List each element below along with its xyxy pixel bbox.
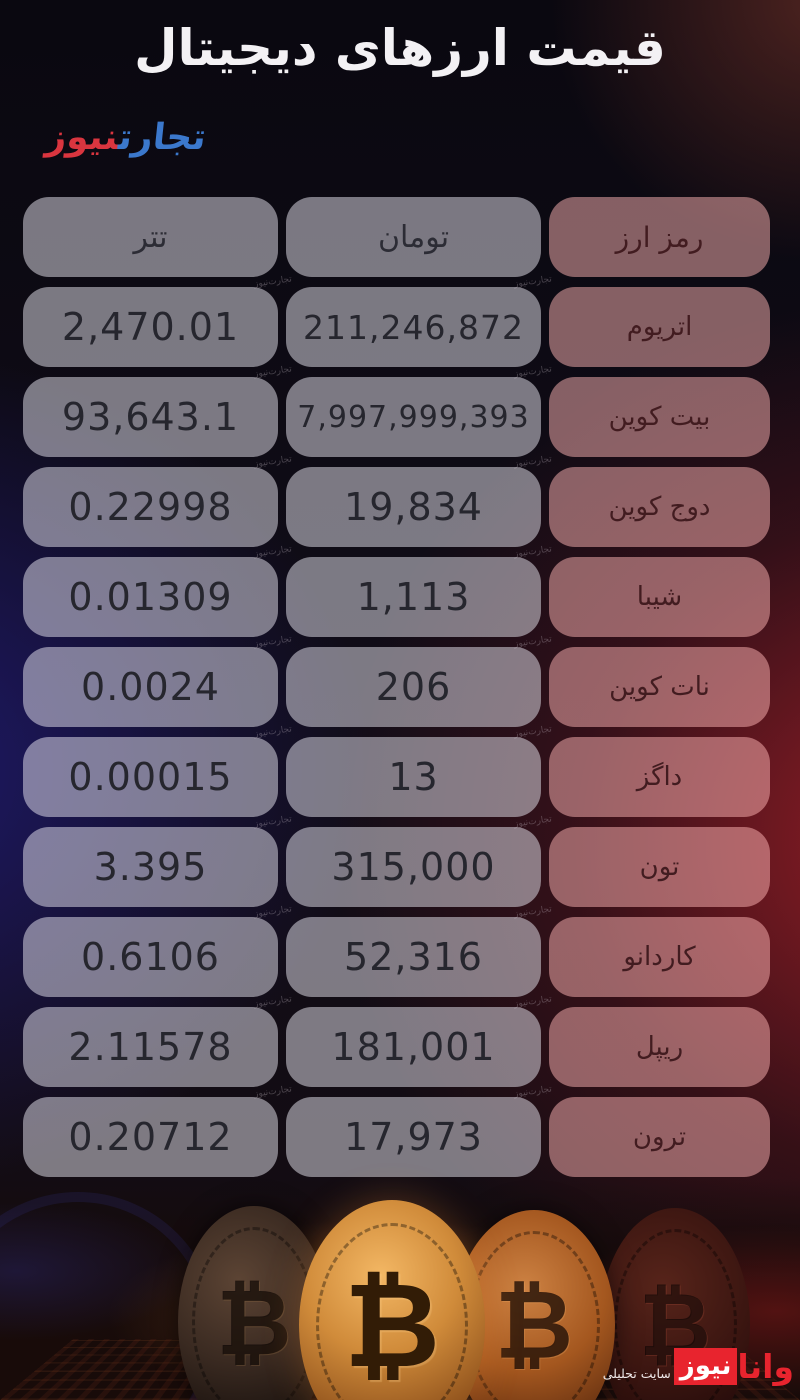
- tether-value-cell: 0.20712: [23, 1097, 278, 1177]
- tether-value-cell: 2.11578: [23, 1007, 278, 1087]
- toman-value-cell: 206: [286, 647, 541, 727]
- logo-part-tejarat: تجارت: [116, 117, 209, 158]
- tether-value-cell: 93,643.1: [23, 377, 278, 457]
- coin-name-cell: ریپل: [549, 1007, 770, 1087]
- tether-value-cell: 0.6106: [23, 917, 278, 997]
- toman-value-cell: 13: [286, 737, 541, 817]
- coin-ring: [467, 1230, 601, 1400]
- coin-name-cell: نات کوین: [549, 647, 770, 727]
- toman-value-cell: 315,000: [286, 827, 541, 907]
- coin-name-cell: اتریوم: [549, 287, 770, 367]
- tether-value-cell: 0.0024: [23, 647, 278, 727]
- tether-value-cell: 0.22998: [23, 467, 278, 547]
- coin-ring: [315, 1222, 469, 1400]
- toman-value-cell: 52,316: [286, 917, 541, 997]
- wananews-tagline: سایت تحلیلی: [602, 1366, 671, 1381]
- coin-name-cell: داگز: [549, 737, 770, 817]
- wananews-watermark: سایت تحلیلی نیوز وانا: [603, 1348, 794, 1385]
- header-toman: تومان: [286, 197, 541, 277]
- coin-ring: [613, 1228, 737, 1400]
- tether-value-cell: 3.395: [23, 827, 278, 907]
- coin-name-cell: بیت کوین: [549, 377, 770, 457]
- page-title: قیمت ارزهای دیجیتال: [134, 19, 666, 77]
- coin-name-cell: تون: [549, 827, 770, 907]
- tether-value-cell: 2,470.01: [23, 287, 278, 367]
- toman-value-cell: 1,113: [286, 557, 541, 637]
- coin-name-cell: دوج کوین: [549, 467, 770, 547]
- coin-name-cell: شیبا: [549, 557, 770, 637]
- header-tether: تتر: [23, 197, 278, 277]
- tether-value-cell: 0.01309: [23, 557, 278, 637]
- bitcoin-coin-gold-icon: ₿: [299, 1200, 485, 1400]
- tejaratnews-logo: تجارتنیوز: [43, 110, 209, 166]
- tether-value-cell: 0.00015: [23, 737, 278, 817]
- toman-value-cell: 181,001: [286, 1007, 541, 1087]
- coin-name-cell: کاردانو: [549, 917, 770, 997]
- coin-name-cell: ترون: [549, 1097, 770, 1177]
- coin-ring: [191, 1226, 317, 1400]
- toman-value-cell: 211,246,872: [286, 287, 541, 367]
- logo-part-news: نیوز: [43, 117, 121, 158]
- wananews-logo-wana: وانا: [737, 1347, 794, 1386]
- price-table: رمز ارز تومان تتر اتریوم 211,246,872 2,470…: [23, 197, 770, 1177]
- toman-value-cell: 17,973: [286, 1097, 541, 1177]
- toman-value-cell: 7,997,999,393: [286, 377, 541, 457]
- toman-value-cell: 19,834: [286, 467, 541, 547]
- wananews-logo-boxed-news: نیوز: [673, 1348, 738, 1385]
- header-symbol: رمز ارز: [549, 197, 770, 277]
